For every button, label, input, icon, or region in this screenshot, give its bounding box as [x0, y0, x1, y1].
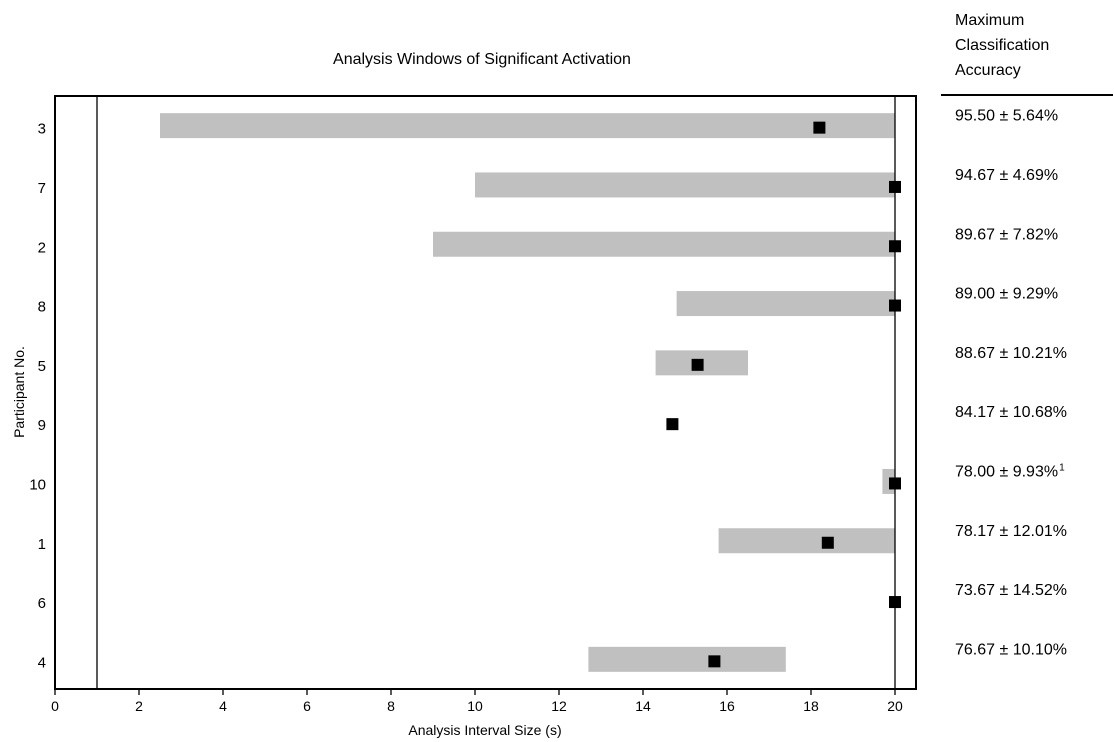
accuracy-value-participant-6: 73.67 ± 14.52% — [955, 582, 1067, 599]
chart-title: Analysis Windows of Significant Activati… — [333, 51, 631, 68]
row-label-participant-6: 6 — [38, 595, 46, 612]
row-label-participant-2: 2 — [38, 239, 46, 256]
row-label-participant-10: 10 — [29, 476, 46, 493]
window-bar-participant-7 — [475, 172, 895, 198]
accuracy-value-participant-3: 95.50 ± 5.64% — [955, 108, 1058, 125]
row-label-participant-3: 3 — [38, 121, 46, 138]
accuracy-value-participant-7: 94.67 ± 4.69% — [955, 167, 1058, 184]
max-marker-participant-10 — [889, 477, 901, 490]
accuracy-footnote-participant-10: 1 — [1059, 462, 1065, 473]
x-tick-label-2: 2 — [135, 698, 143, 714]
row-label-participant-5: 5 — [38, 358, 46, 375]
x-tick-label-10: 10 — [467, 698, 483, 714]
accuracy-column-header: Maximum Classification Accuracy — [955, 12, 1049, 79]
max-marker-participant-6 — [889, 596, 901, 609]
window-bar-participant-8 — [676, 291, 895, 317]
x-tick-label-14: 14 — [635, 698, 651, 714]
max-marker-participant-9 — [666, 418, 679, 431]
x-tick-label-12: 12 — [551, 698, 567, 714]
max-marker-participant-5 — [691, 358, 704, 371]
x-tick-label-18: 18 — [803, 698, 819, 714]
row-label-participant-9: 9 — [38, 417, 46, 434]
accuracy-value-participant-8: 89.00 ± 9.29% — [955, 286, 1058, 303]
accuracy-value-participant-5: 88.67 ± 10.21% — [955, 345, 1067, 362]
max-marker-participant-8 — [889, 299, 901, 312]
plot-area — [96, 96, 901, 689]
window-bar-participant-4 — [588, 646, 786, 672]
max-marker-participant-4 — [708, 655, 721, 668]
row-label-participant-4: 4 — [38, 654, 46, 671]
window-bar-participant-3 — [160, 113, 895, 139]
accuracy-value-participant-10: 78.00 ± 9.93% — [955, 463, 1058, 480]
x-axis: 0 2 4 6 8 10 12 14 16 18 20 — [51, 689, 903, 714]
x-axis-label: Analysis Interval Size (s) — [408, 722, 561, 738]
window-bar-participant-1 — [718, 528, 895, 554]
accuracy-header-line-1: Maximum — [955, 12, 1024, 29]
max-marker-participant-7 — [889, 180, 901, 193]
max-marker-participant-1 — [821, 536, 834, 549]
accuracy-value-participant-4: 76.67 ± 10.10% — [955, 641, 1067, 658]
plot-frame — [54, 95, 917, 690]
accuracy-value-participant-2: 89.67 ± 7.82% — [955, 226, 1058, 243]
row-label-participant-7: 7 — [38, 180, 46, 197]
accuracy-value-participant-9: 84.17 ± 10.68% — [955, 404, 1067, 421]
accuracy-value-participant-1: 78.17 ± 12.01% — [955, 523, 1067, 540]
row-label-participant-8: 8 — [38, 299, 46, 316]
x-tick-label-0: 0 — [51, 698, 59, 714]
y-axis-label: Participant No. — [11, 346, 27, 438]
x-tick-label-16: 16 — [719, 698, 735, 714]
rows: 3 95.50 ± 5.64% 7 94.67 ± 4.69% 2 89.67 ± 7.8… — [29, 108, 1067, 672]
max-marker-participant-3 — [813, 121, 826, 134]
x-tick-label-8: 8 — [387, 698, 395, 714]
window-bar-participant-2 — [433, 231, 895, 257]
max-marker-participant-2 — [889, 240, 901, 253]
accuracy-header-line-3: Accuracy — [955, 62, 1021, 79]
row-label-participant-1: 1 — [38, 536, 46, 553]
accuracy-header-line-2: Classification — [955, 37, 1049, 54]
x-tick-label-4: 4 — [219, 698, 227, 714]
x-tick-label-6: 6 — [303, 698, 311, 714]
x-tick-label-20: 20 — [887, 698, 903, 714]
